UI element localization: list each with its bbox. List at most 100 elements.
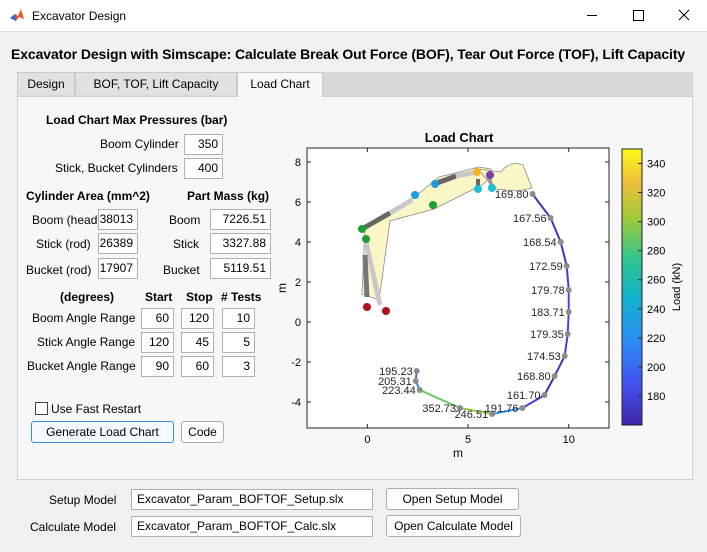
load-point bbox=[413, 368, 420, 374]
curve-segment bbox=[563, 333, 569, 357]
tests-header: # Tests bbox=[221, 290, 262, 304]
boom-mass-input[interactable]: 7226.51 bbox=[210, 209, 271, 230]
x-tick-label: 0 bbox=[364, 434, 370, 446]
load-point bbox=[489, 411, 496, 417]
curve-segment bbox=[543, 375, 556, 396]
load-point bbox=[519, 405, 526, 411]
load-curve bbox=[412, 191, 572, 417]
curve-segment bbox=[559, 241, 568, 267]
curve-segment bbox=[419, 389, 461, 409]
stick-cylinder bbox=[360, 210, 392, 232]
maximize-button[interactable] bbox=[615, 0, 661, 31]
bucket-angle-start-input[interactable]: 90 bbox=[141, 356, 174, 377]
curve-segment bbox=[565, 265, 570, 291]
load-point-label: 195.23 bbox=[379, 366, 413, 378]
stick-angle-start-input[interactable]: 120 bbox=[141, 332, 174, 353]
load-point bbox=[563, 263, 570, 269]
x-tick-label: 5 bbox=[465, 434, 471, 446]
open-setup-model-button[interactable]: Open Setup Model bbox=[386, 488, 519, 510]
boom-cylinder-label: Boom Cylinder bbox=[100, 137, 179, 151]
load-point bbox=[561, 353, 568, 359]
curve-segment bbox=[521, 394, 546, 409]
matlab-icon bbox=[10, 9, 24, 21]
colorbar-tick-label: 320 bbox=[647, 188, 665, 200]
load-point bbox=[457, 405, 464, 411]
close-button[interactable] bbox=[661, 0, 707, 31]
load-point bbox=[541, 392, 548, 398]
joint-boom-tip bbox=[411, 191, 419, 199]
bucket-area-input[interactable]: 17907 bbox=[98, 258, 138, 279]
joint-boom-root bbox=[358, 225, 366, 233]
joint-bucket-b bbox=[486, 171, 494, 179]
bucket-mass-input[interactable]: 5119.51 bbox=[210, 258, 271, 279]
fast-restart-label: Use Fast Restart bbox=[51, 402, 142, 416]
setup-model-label: Setup Model bbox=[49, 493, 117, 507]
load-point-label: 191.76 bbox=[485, 403, 519, 415]
y-tick-label: 0 bbox=[295, 317, 301, 329]
load-point-label: 167.56 bbox=[513, 213, 547, 225]
load-point bbox=[564, 331, 571, 337]
max-pressures-title: Load Chart Max Pressures (bar) bbox=[46, 113, 228, 127]
open-calculate-model-button[interactable]: Open Calculate Model bbox=[386, 515, 521, 537]
start-header: Start bbox=[145, 290, 173, 304]
stick-angle-tests-input[interactable]: 5 bbox=[222, 332, 255, 353]
x-axis-label: m bbox=[453, 446, 463, 460]
maximize-icon bbox=[633, 10, 644, 21]
y-axis-label: m bbox=[275, 283, 289, 293]
load-point-label: 183.71 bbox=[531, 307, 565, 319]
load-point-label: 161.70 bbox=[507, 390, 541, 402]
joint-stick-b bbox=[474, 185, 482, 193]
y-tick-label: 4 bbox=[295, 237, 301, 249]
boom-area-label: Boom (head) bbox=[32, 213, 102, 227]
stick-area-input[interactable]: 26389 bbox=[98, 233, 138, 254]
boom-angle-stop-input[interactable]: 120 bbox=[181, 308, 214, 329]
boom-cylinder-rod bbox=[362, 254, 370, 298]
load-point-label: 168.54 bbox=[523, 237, 557, 249]
stick-bucket-cylinders-label: Stick, Bucket Cylinders bbox=[55, 161, 178, 175]
tab-load-chart[interactable]: Load Chart bbox=[237, 72, 323, 97]
part-mass-title: Part Mass (kg) bbox=[187, 189, 270, 203]
colorbar-tick-label: 240 bbox=[647, 304, 665, 316]
fast-restart-checkbox[interactable] bbox=[35, 402, 48, 415]
minimize-button[interactable] bbox=[569, 0, 615, 31]
colorbar-tick-label: 220 bbox=[647, 333, 665, 345]
boom-angle-tests-input[interactable]: 10 bbox=[222, 308, 255, 329]
tab-design[interactable]: Design bbox=[17, 72, 75, 95]
load-point bbox=[416, 387, 423, 393]
colorbar-tick-label: 260 bbox=[647, 275, 665, 287]
load-point-label: 172.59 bbox=[529, 261, 563, 273]
generate-load-chart-button[interactable]: Generate Load Chart bbox=[31, 421, 174, 443]
curve-segment bbox=[549, 217, 562, 243]
load-point bbox=[565, 309, 572, 315]
load-point-label: 169.80 bbox=[495, 189, 529, 201]
stick-bucket-pressure-input[interactable]: 400 bbox=[184, 158, 223, 179]
load-point-label: 168.80 bbox=[517, 371, 551, 383]
chart-title: Load Chart bbox=[425, 130, 494, 145]
joint-boom-cyl bbox=[362, 235, 370, 243]
load-point-label: 174.53 bbox=[527, 351, 561, 363]
curve-segment bbox=[566, 311, 570, 335]
tab-bof-tof-lift[interactable]: BOF, TOF, Lift Capacity bbox=[75, 72, 237, 95]
joint-stick-cyl bbox=[429, 201, 437, 209]
stick-mass-input[interactable]: 3327.88 bbox=[210, 233, 271, 254]
bucket-angle-tests-input[interactable]: 3 bbox=[222, 356, 255, 377]
stick-area-label: Stick (rod) bbox=[36, 237, 91, 251]
setup-model-input[interactable]: Excavator_Param_BOFTOF_Setup.slx bbox=[131, 489, 373, 510]
code-button[interactable]: Code bbox=[181, 421, 224, 443]
title-bar: Excavator Design bbox=[0, 0, 707, 32]
curve-segment bbox=[553, 355, 566, 377]
calculate-model-input[interactable]: Excavator_Param_BOFTOF_Calc.slx bbox=[131, 516, 373, 537]
minimize-icon bbox=[587, 15, 597, 16]
boom-angle-label: Boom Angle Range bbox=[32, 311, 136, 325]
bucket-angle-stop-input[interactable]: 60 bbox=[181, 356, 214, 377]
stick-angle-stop-input[interactable]: 45 bbox=[181, 332, 214, 353]
colorbar-tick-label: 300 bbox=[647, 217, 665, 229]
bucket-area-label: Bucket (rod) bbox=[26, 263, 92, 277]
boom-cylinder-pressure-input[interactable]: 350 bbox=[184, 134, 223, 155]
window-title: Excavator Design bbox=[32, 9, 127, 23]
load-point-label: 246.51 bbox=[455, 409, 489, 421]
boom-area-input[interactable]: 38013 bbox=[98, 209, 138, 230]
boom-angle-start-input[interactable]: 60 bbox=[141, 308, 174, 329]
excavator-arm bbox=[358, 163, 533, 315]
boom-cylinder bbox=[363, 241, 383, 306]
